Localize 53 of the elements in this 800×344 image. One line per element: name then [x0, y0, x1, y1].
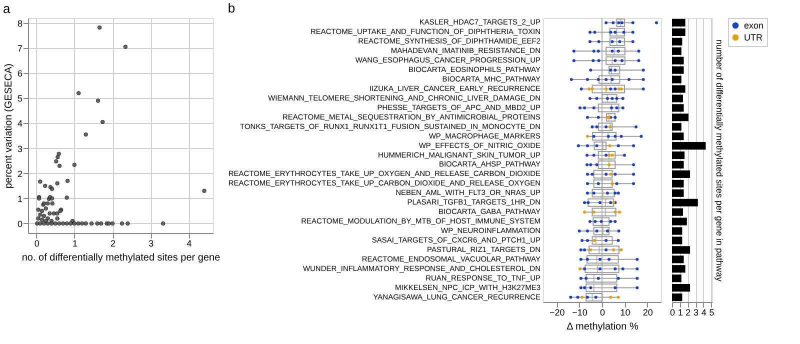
y-tick-label: 4: [17, 118, 22, 129]
x-tick-label: 1: [678, 308, 683, 318]
x-axis-title: Δ methylation %: [566, 322, 638, 332]
bar: [672, 170, 690, 178]
y-tick-label: 5: [17, 94, 22, 104]
x-tick-label: 1: [72, 238, 78, 248]
y-axis-title: number of differentially methylated sites per gene in pathway: [714, 40, 724, 282]
bar: [672, 160, 684, 169]
x-tick-label: 20: [642, 308, 653, 318]
y-tick-label: 3: [17, 144, 22, 154]
y-axis-title: percent variation (GESECA): [3, 63, 14, 189]
y-tick-label: 7: [17, 44, 22, 54]
bar: [672, 47, 682, 55]
chart-title: a: [2, 1, 11, 16]
y-tick-label: 1: [17, 194, 22, 204]
bar: [672, 274, 682, 282]
x-tick-label: 5: [709, 308, 714, 318]
legend-label: exon: [744, 20, 764, 30]
text: b: [228, 0, 236, 16]
x-tick-label: 3: [148, 238, 154, 248]
x-tick-label: 0: [670, 308, 676, 318]
y-tick-label: 6: [17, 68, 22, 79]
bar: [672, 256, 684, 264]
bar: [672, 56, 684, 64]
bar: [672, 198, 698, 206]
bar: [672, 265, 686, 273]
x-tick-label: 10: [620, 308, 630, 318]
x-tick-label: −20: [549, 308, 565, 318]
y-tick-label: 8: [17, 18, 22, 29]
legend-label: UTR: [744, 32, 763, 42]
y-tick-label: 0: [17, 218, 22, 229]
bar: [672, 38, 682, 46]
x-tick-label: 0: [34, 238, 40, 248]
bar: [672, 18, 686, 27]
x-tick-label: −10: [572, 308, 588, 318]
x-tick-label: 3: [694, 308, 699, 318]
bar: [672, 293, 682, 302]
bar: [672, 28, 686, 36]
bar: [672, 114, 688, 122]
x-axis-title: no. of differentially methylated sites per gene: [22, 252, 221, 264]
bar: [672, 123, 682, 131]
x-tick-label: 0: [600, 308, 606, 318]
bar: [672, 284, 690, 292]
bar: [672, 151, 685, 160]
bar: [672, 180, 684, 188]
bar: [672, 132, 684, 140]
bar: [672, 142, 706, 150]
x-tick-label: 2: [686, 308, 691, 318]
x-tick-label: 2: [110, 238, 116, 248]
x-tick-label: 4: [701, 308, 706, 318]
x-tick-label: 4: [186, 238, 192, 248]
bar: [672, 189, 684, 197]
y-tick-label: 2: [17, 168, 22, 179]
